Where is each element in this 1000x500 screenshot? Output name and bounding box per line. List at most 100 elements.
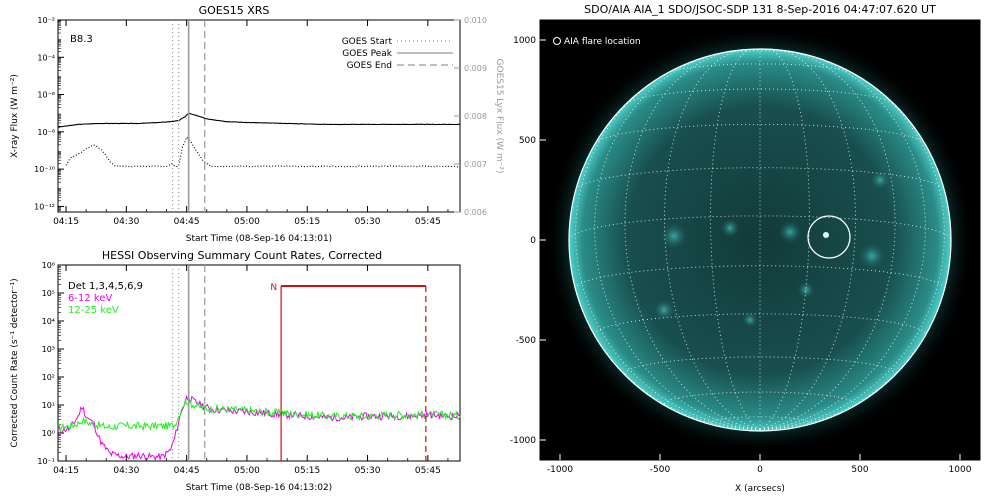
goes-x-axis-label: Start Time (08-Sep-16 04:13:01) <box>186 234 332 244</box>
hessi-event-lines <box>171 265 206 461</box>
goes-y-tick-label: 10⁻⁶ <box>37 91 55 100</box>
aia-panel: SDO/AIA AIA_1 SDO/JSOC-SDP 131 8-Sep-201… <box>510 3 981 494</box>
goes-short-channel-line <box>65 136 460 168</box>
goes-y-tick-label: 10⁻² <box>37 16 55 25</box>
goes-panel: GOES15 XRS 04:15 04:30 04:45 05:00 05:15 05:3… <box>10 4 504 244</box>
hessi-legend: Det 1,3,4,5,6,9 6-12 keV 12-25 keV <box>68 281 143 316</box>
goes-title: GOES15 XRS <box>199 4 270 17</box>
aia-axes: -1000 -500 0 500 1000 1000 500 0 -500 -1000 <box>510 36 972 475</box>
longitude-line <box>710 49 761 430</box>
active-regions <box>653 170 890 328</box>
goes-x-tick-label: 05:00 <box>234 217 260 227</box>
legend-12-25-kev: 12-25 keV <box>68 305 119 316</box>
goes-legend: GOES Start GOES Peak GOES End <box>342 37 453 71</box>
goes-y-tick-label: 10⁻¹⁰ <box>34 165 55 174</box>
hessi-y-tick-label: 10⁰ <box>42 429 55 438</box>
legend-label-goes-end: GOES End <box>347 61 392 71</box>
hessi-y-tick-label: 10⁶ <box>42 261 55 270</box>
aia-y-tick-label: -1000 <box>510 436 536 446</box>
longitude-line <box>759 53 926 430</box>
night-label: N <box>270 283 277 293</box>
hessi-y-tick-label: 10⁵ <box>42 289 55 298</box>
goes-annotation: B8.3 <box>70 34 93 45</box>
goes-x-tick-label: 05:30 <box>355 217 381 227</box>
goes-series <box>57 112 461 168</box>
goes-x-tick-label: 04:45 <box>174 217 200 227</box>
hessi-panel: HESSI Observing Summary Count Rates, Cor… <box>10 249 461 493</box>
aia-x-tick-label: 500 <box>851 465 868 475</box>
aia-legend-label: AIA flare location <box>564 37 641 47</box>
aia-x-tick-label: -500 <box>650 465 671 475</box>
solar-limb <box>568 48 952 432</box>
legend-label-goes-peak: GOES Peak <box>342 49 392 59</box>
hessi-y-tick-label: 10² <box>42 373 55 382</box>
aia-title: SDO/AIA AIA_1 SDO/JSOC-SDP 131 8-Sep-201… <box>584 3 936 16</box>
legend-6-12-kev: 6-12 keV <box>68 293 112 304</box>
latitude-line <box>595 123 925 144</box>
hessi-y-tick-label: 10⁴ <box>42 317 55 326</box>
hessi-axes: 04:15 04:30 04:45 05:00 05:15 05:30 05:45 10⁶ 10… <box>37 261 449 476</box>
hessi-y-tick-label: 10¹ <box>42 401 55 410</box>
goes-y-right-tick-label: 0.009 <box>464 64 487 73</box>
flare-kernel <box>823 232 829 238</box>
hessi-x-tick-label: 04:45 <box>174 466 200 476</box>
hessi-y-axis-label: Corrected Count Rate (s⁻¹ detector⁻¹) <box>10 278 20 447</box>
goes-long-channel-line <box>57 112 461 128</box>
hessi-x-tick-label: 05:30 <box>355 466 381 476</box>
goes-axes: 04:15 04:30 04:45 05:00 05:15 05:30 05:45 10⁻² 1… <box>34 16 487 227</box>
active-region <box>742 312 758 328</box>
goes-y-tick-label: 10⁻¹² <box>34 202 55 211</box>
aia-x-axis-label: X (arcsecs) <box>735 484 785 494</box>
solar-disk <box>569 49 951 431</box>
active-region <box>778 220 802 244</box>
goes-y-tick-label: 10⁻⁴ <box>37 53 55 62</box>
hessi-night-interval: N <box>270 283 427 461</box>
hessi-x-tick-label: 05:15 <box>294 466 320 476</box>
aia-y-tick-label: 1000 <box>513 36 536 46</box>
latitude-line <box>664 391 856 405</box>
longitude-line <box>575 67 761 430</box>
aia-x-tick-label: 0 <box>757 465 763 475</box>
hessi-detector-label: Det 1,3,4,5,6,9 <box>68 281 143 292</box>
goes-y-right-axis-label: GOES15 Lyx Flux (W m⁻²) <box>494 59 504 174</box>
legend-label-goes-start: GOES Start <box>342 37 393 47</box>
hessi-series <box>57 394 461 461</box>
hessi-y-tick-label: 10³ <box>42 345 55 354</box>
hessi-title: HESSI Observing Summary Count Rates, Cor… <box>102 249 382 262</box>
hessi-x-axis-label: Start Time (08-Sep-16 04:13:02) <box>186 483 332 493</box>
aia-y-tick-label: -500 <box>516 336 537 346</box>
active-region <box>870 170 890 190</box>
longitude-line <box>759 67 945 430</box>
hessi-x-tick-label: 05:45 <box>415 466 441 476</box>
active-region <box>660 222 688 250</box>
aia-x-tick-label: 1000 <box>949 465 972 475</box>
hessi-x-tick-label: 05:00 <box>234 466 260 476</box>
active-region <box>653 299 675 321</box>
active-region <box>720 218 740 238</box>
goes-y-right-tick-label: 0.010 <box>464 16 487 25</box>
hessi-x-tick-label: 04:15 <box>53 466 79 476</box>
goes-y-axis-label: X-ray Flux (W m⁻²) <box>10 74 20 158</box>
active-region <box>797 281 815 299</box>
aia-y-tick-label: 500 <box>519 136 536 146</box>
longitude-line <box>594 53 761 430</box>
goes-y-right-tick-label: 0.006 <box>464 208 487 217</box>
goes-y-right-tick-label: 0.008 <box>464 112 487 121</box>
latitude-line <box>575 167 945 190</box>
hessi-12-25-kev-line <box>57 397 461 433</box>
active-region <box>858 242 886 270</box>
flare-location-circle <box>807 215 851 259</box>
latitude-line <box>624 356 896 375</box>
goes-x-tick-label: 04:15 <box>53 217 79 227</box>
goes-y-tick-label: 10⁻⁸ <box>37 128 55 137</box>
goes-x-tick-label: 04:30 <box>113 217 139 227</box>
aia-y-tick-label: 0 <box>530 236 536 246</box>
latitude-line <box>575 265 945 290</box>
aia-legend: AIA flare location <box>553 37 641 47</box>
goes-y-right-tick-label: 0.007 <box>464 160 487 169</box>
goes-x-tick-label: 05:15 <box>294 217 320 227</box>
hessi-plot-frame <box>57 264 461 462</box>
goes-x-tick-label: 05:45 <box>415 217 441 227</box>
goes-event-lines <box>171 20 206 212</box>
